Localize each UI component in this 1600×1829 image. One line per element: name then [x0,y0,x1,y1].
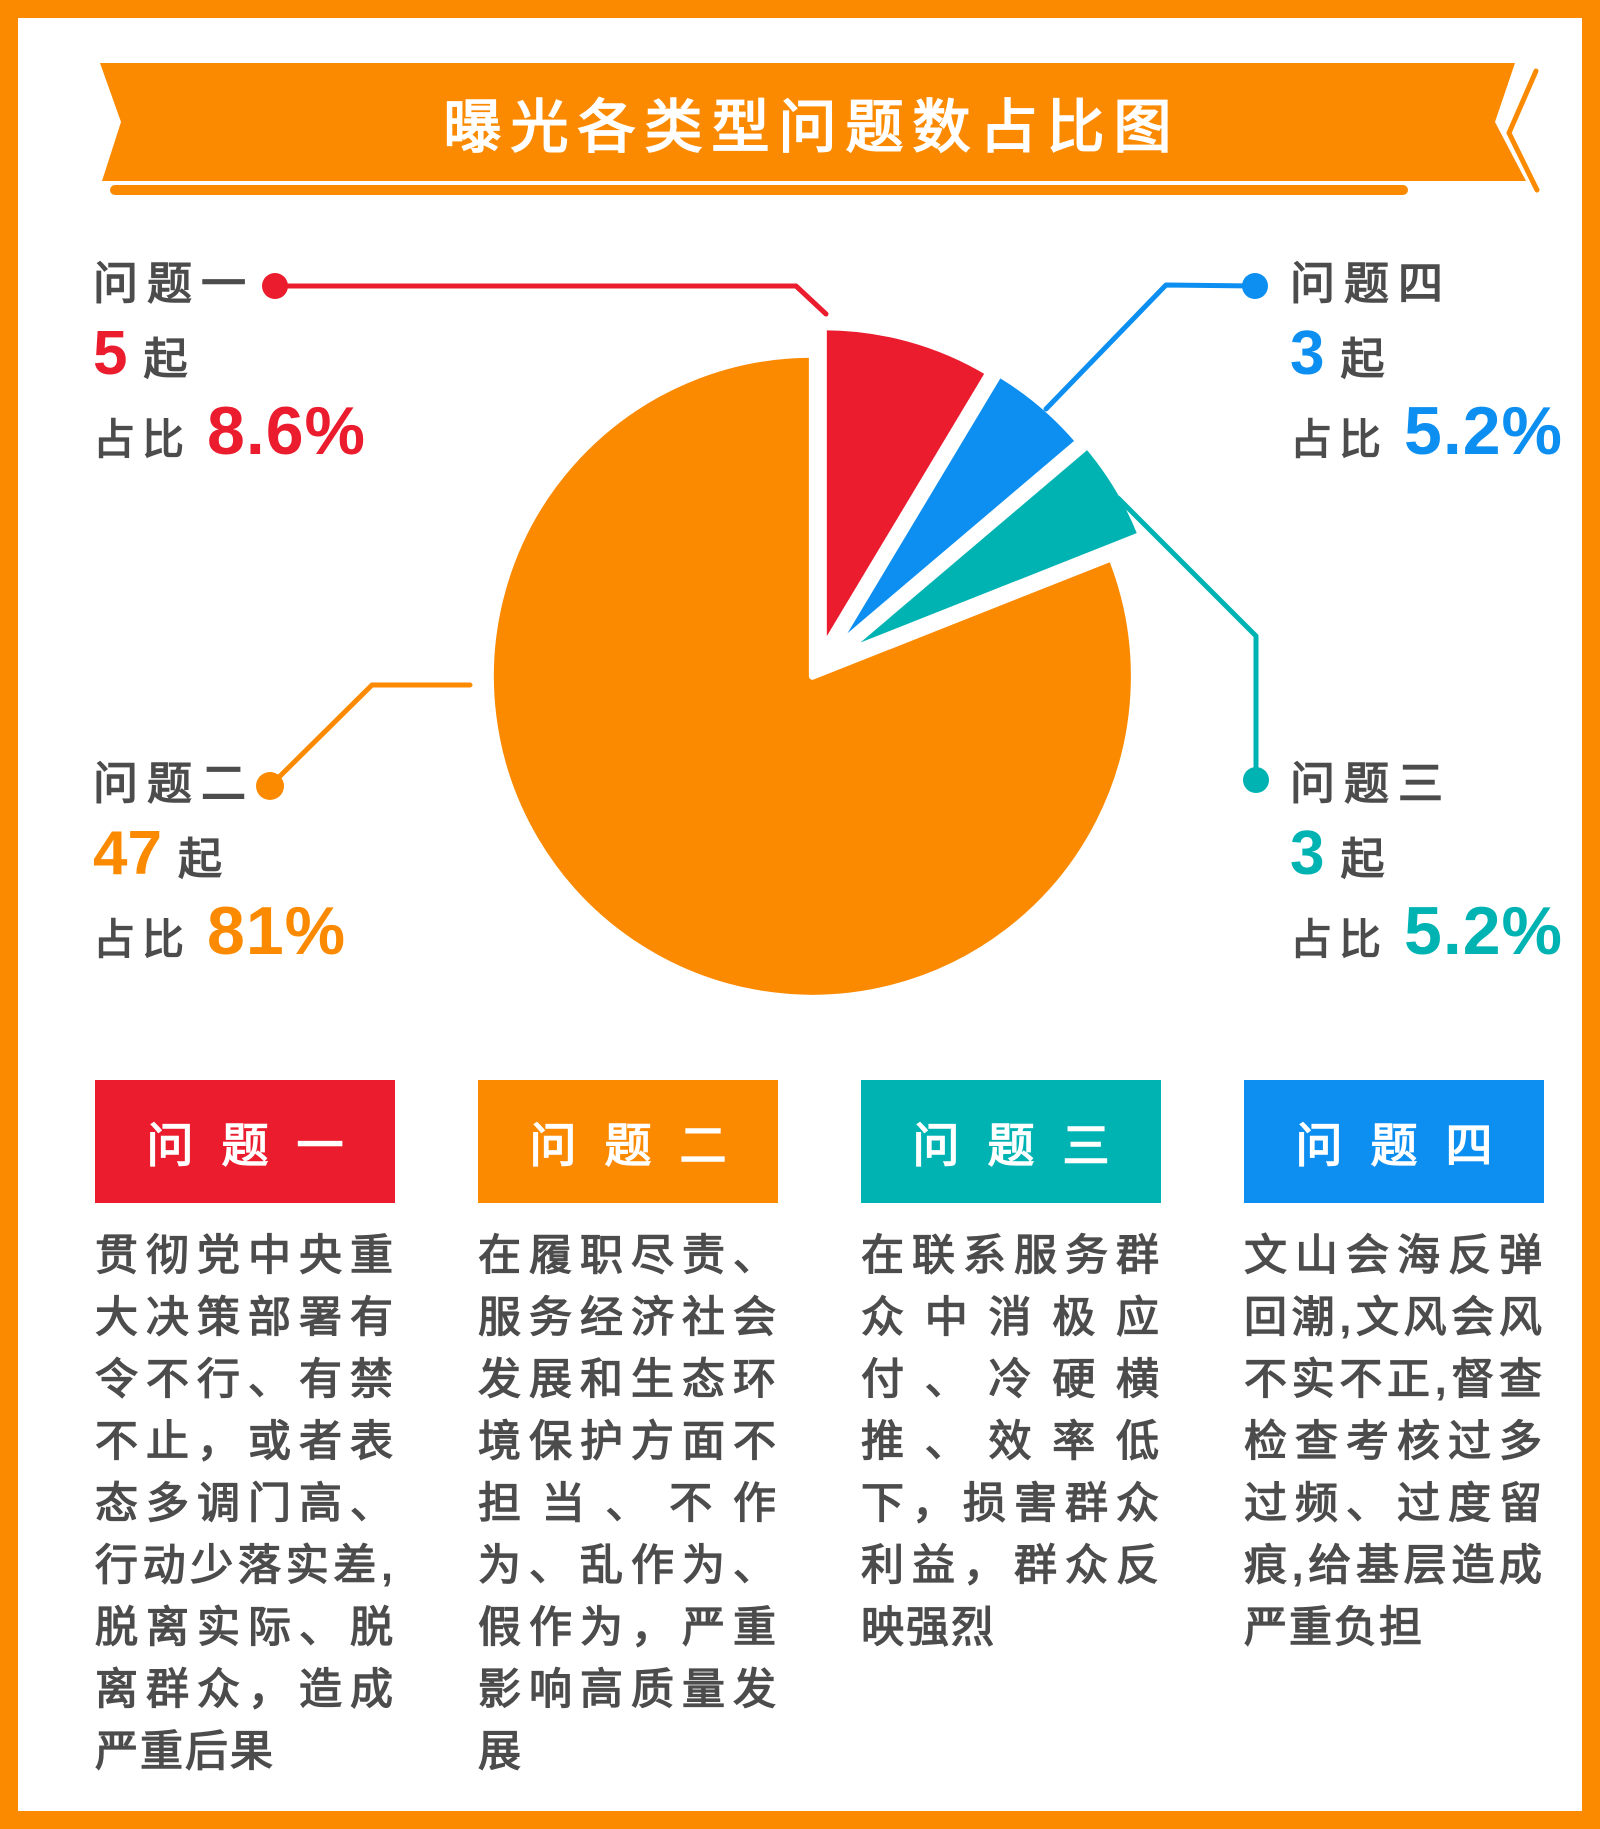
legend-row: 问题一 贯彻党中央重大决策部署有令不行、有禁不止，或者表态多调门高、行动少落实差… [95,1080,1544,1783]
callout-q2-label: 问题二 [93,758,256,809]
pie-slice-3 [838,441,1145,658]
callout-lines [256,273,1269,800]
legend-box-q3: 问题三 在联系服务群众中消极应付、冷硬横推、效率低下，损害群众利益，群众反映强烈 [861,1080,1161,1783]
callout-q3-unit: 起 [1340,835,1385,884]
pie-slice-1 [819,323,993,653]
legend-box-q3-header: 问题三 [861,1080,1161,1203]
callout-q2-ratio-label: 占比 [93,916,192,963]
legend-box-q2-header: 问题二 [478,1080,778,1203]
ribbon-shape [100,63,1526,181]
callout-q3-percent: 5.2% [1404,893,1564,969]
pie-slice-2 [830,370,1083,654]
callout-line-q1 [272,283,829,317]
legend-box-q3-text: 在联系服务群众中消极应付、冷硬横推、效率低下，损害群众利益，群众反映强烈 [861,1232,1161,1652]
callout-line-q3 [1115,495,1259,779]
legend-box-q1: 问题一 贯彻党中央重大决策部署有令不行、有禁不止，或者表态多调门高、行动少落实差… [95,1080,395,1783]
callout-q2-percent: 81% [207,893,347,969]
callout-line-q2 [267,682,473,789]
legend-box-q4: 问题四 文山会海反弹回潮,文风会风不实不正,督查检查考核过多过频、过度留痕,给基… [1244,1080,1544,1783]
callout-q4-ratio-label: 占比 [1290,416,1389,463]
legend-box-q4-header: 问题四 [1244,1080,1544,1203]
callout-q1-percent: 8.6% [207,393,367,469]
legend-box-q1-text: 贯彻党中央重大决策部署有令不行、有禁不止，或者表态多调门高、行动少落实差,脱离实… [95,1232,395,1776]
callout-q3-label: 问题三 [1290,758,1453,809]
legend-box-q2-text: 在履职尽责、服务经济社会发展和生态环境保护方面不担当、不作为、乱作为、假作为，严… [478,1232,778,1776]
callout-q4-label: 问题四 [1290,258,1453,309]
callout-q1-unit: 起 [143,335,188,384]
callout-q3-count: 3 [1290,819,1325,888]
callout-q4-count: 3 [1290,319,1325,388]
chart-layer [100,63,1540,1002]
callout-q2-unit: 起 [177,835,222,884]
callout-q1-ratio-label: 占比 [93,416,192,463]
callout-dot-q2 [256,772,284,800]
callout-q1-label: 问题一 [93,258,256,309]
callout-dot-q1 [262,273,288,299]
ribbon-banner [100,63,1540,195]
ribbon-chevron-icon [1506,68,1540,193]
legend-box-q1-header: 问题一 [95,1080,395,1203]
callout-dot-q3 [1243,767,1269,793]
callout-q3-ratio-label: 占比 [1290,916,1389,963]
callout-q4-percent: 5.2% [1404,393,1564,469]
pie-chart [486,323,1145,1002]
callout-q2-count: 47 [93,819,162,888]
callout-q1-count: 5 [93,319,128,388]
callout-dot-q4 [1242,273,1268,299]
callout-q2: 问题二 47 起 占比 81% [93,752,433,980]
legend-box-q4-text: 文山会海反弹回潮,文风会风不实不正,督查检查考核过多过频、过度留痕,给基层造成严… [1244,1232,1544,1652]
pie-slice-4 [486,350,1138,1002]
callout-q4-unit: 起 [1340,335,1385,384]
legend-box-q2: 问题二 在履职尽责、服务经济社会发展和生态环境保护方面不担当、不作为、乱作为、假… [478,1080,778,1783]
banner-title: 曝光各类型问题数占比图 [443,95,1181,160]
callout-line-q4 [1043,282,1258,412]
